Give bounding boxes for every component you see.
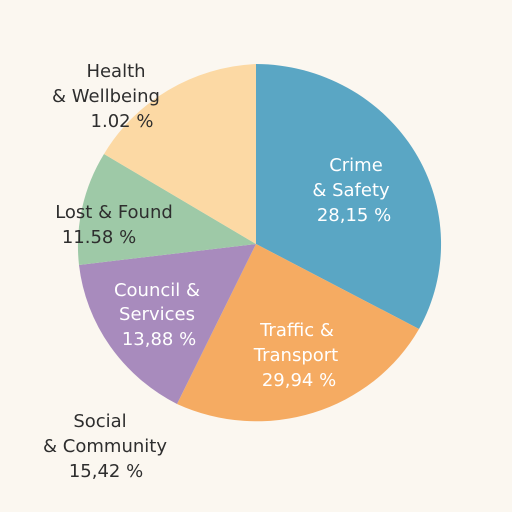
pie-slices	[77, 64, 442, 422]
label-health-wellbeing-line1: Health	[86, 61, 145, 82]
label-council-services-line2: Services	[119, 304, 195, 325]
label-crime-safety-line2: & Safety	[312, 180, 390, 201]
pie-slice-council-services	[79, 244, 256, 404]
value-crime-safety: 28,15 %	[317, 205, 391, 226]
label-crime-safety-line1: Crime	[329, 155, 383, 176]
label-traffic-transport-line2: Transport	[253, 345, 338, 366]
value-lost-found: 11.58 %	[62, 227, 136, 248]
pie-slice-lost-found	[104, 64, 256, 244]
pie-slice-social-community	[77, 154, 257, 265]
label-lost-found: Lost & Found	[55, 202, 173, 223]
label-council-services-line1: Council &	[114, 280, 200, 301]
pie-slice-crime-safety	[256, 64, 442, 329]
label-traffic-transport-line1: Traffic &	[259, 320, 334, 341]
label-social-community-line1: Social	[73, 411, 126, 432]
pie-slice-traffic-transport	[177, 244, 419, 422]
value-traffic-transport: 29,94 %	[262, 370, 336, 391]
label-social-community-line2: & Community	[43, 436, 167, 457]
label-health-wellbeing-line2: & Wellbeing	[52, 86, 160, 107]
value-health-wellbeing: 1.02 %	[91, 111, 154, 132]
value-council-services: 13,88 %	[122, 329, 196, 350]
value-social-community: 15,42 %	[69, 461, 143, 482]
